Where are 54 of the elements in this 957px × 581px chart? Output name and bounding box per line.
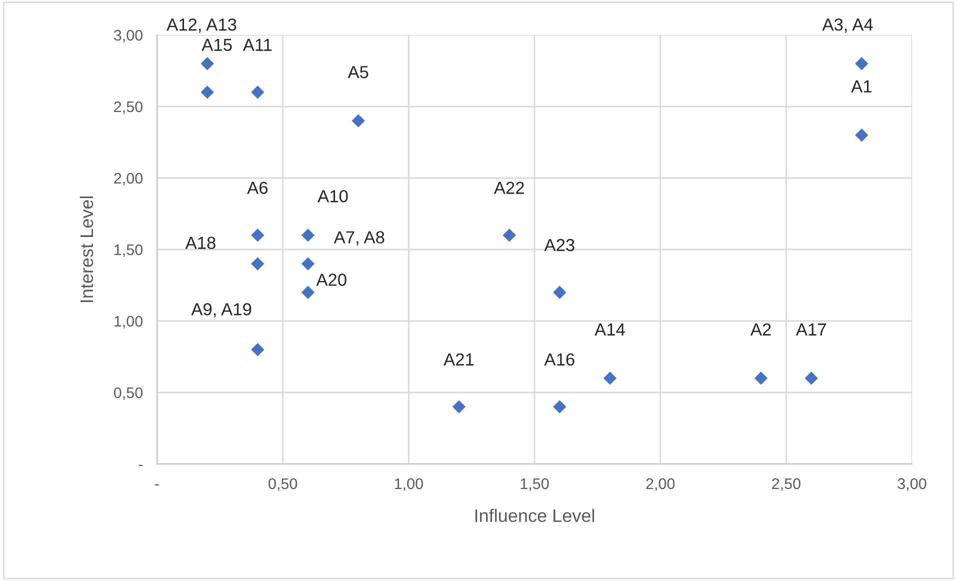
x-tick-label: 2,00 [646, 478, 675, 491]
point [553, 286, 566, 299]
y-tick-label: 2,50 [114, 101, 143, 114]
point [200, 57, 214, 70]
point [251, 228, 264, 242]
x-tick-label: - [155, 484, 159, 486]
annotation: A21 [444, 353, 474, 366]
point [301, 257, 315, 270]
point [301, 228, 315, 242]
annotation: A10 [318, 190, 348, 202]
annotation: A1 [851, 80, 872, 92]
x-tick-label: 0,50 [268, 478, 298, 491]
y-tick-label: 2,00 [114, 172, 143, 186]
annotation: A20 [316, 274, 346, 286]
y-tick-label: - [138, 464, 142, 466]
annotation: A22 [494, 182, 524, 194]
point [301, 286, 315, 299]
point [754, 372, 768, 385]
x-tick-label: 3,00 [898, 478, 926, 491]
point [855, 128, 868, 142]
annotation: A12, A13 [166, 18, 236, 33]
point [251, 257, 264, 270]
annotation: A6 [247, 182, 268, 194]
point [200, 86, 214, 99]
annotation: A17 [796, 324, 826, 336]
point [251, 343, 264, 356]
point [804, 372, 818, 385]
point [352, 114, 365, 128]
point [603, 372, 617, 385]
y-tick-label: 1,50 [114, 244, 143, 257]
point [553, 400, 566, 414]
annotation: A2 [750, 323, 771, 336]
annotation: A3, A4 [822, 18, 873, 33]
point [452, 400, 466, 414]
annotation: A15 [202, 38, 232, 52]
x-axis-title: Influence Level [475, 508, 594, 522]
annotation: A14 [594, 324, 625, 336]
x-tick-label: 2,50 [772, 478, 800, 491]
annotation: A16 [544, 353, 574, 366]
annotation: A9, A19 [191, 303, 252, 318]
y-tick-label: 1,00 [114, 316, 143, 328]
annotation: A5 [348, 66, 368, 78]
x-tick-label: 1,00 [394, 478, 423, 491]
point [502, 228, 516, 242]
point [251, 86, 264, 99]
y-tick-label: 3,00 [114, 30, 143, 42]
point [855, 57, 868, 70]
x-tick-label: 1,50 [520, 478, 549, 491]
y-axis-title: Interest Level [80, 196, 94, 302]
annotation: A7, A8 [334, 231, 384, 246]
annotation: A23 [544, 238, 574, 252]
annotation: A11 [242, 38, 272, 51]
annotation: A18 [185, 236, 216, 250]
y-tick-label: 0,50 [114, 387, 143, 400]
